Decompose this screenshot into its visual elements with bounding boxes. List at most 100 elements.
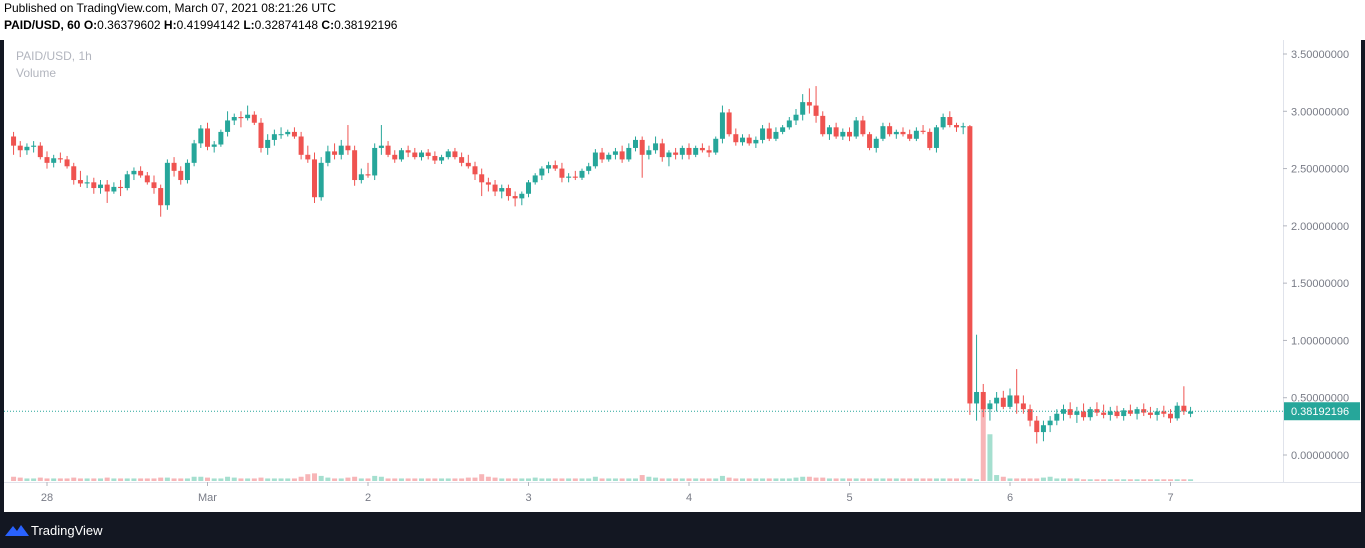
candle-body [1114,411,1120,417]
volume-bar [419,478,424,481]
volume-bar [392,478,398,481]
volume-bar [459,478,465,481]
candle-body [178,170,184,181]
volume-bar [813,477,819,481]
volume-bar [492,477,498,481]
volume-bar [358,478,364,481]
volume-bar [987,434,993,481]
price-chart[interactable]: 0.38192196 3.50000000 3.00000000 2.5000000… [4,40,1361,512]
candle-body [679,147,685,155]
close-value: 0.38192196 [334,18,398,32]
volume-bar [1000,476,1006,481]
volume-bar [873,478,879,481]
volume-bar [612,478,618,481]
candle-body [419,152,424,158]
candle-body [673,152,679,155]
candle-body [907,134,913,139]
volume-bar [940,478,946,481]
volume-bar [686,478,692,481]
volume-bar [184,478,190,481]
ohlc-readout: PAID/USD, 60 O:0.36379602 H:0.41994142 L… [4,18,397,32]
symbol-interval: PAID/USD, 60 [4,18,81,32]
volume-bar [1034,478,1040,481]
volume-bar [780,478,786,481]
low-value: 0.32874148 [254,18,319,32]
candle-body [713,138,719,153]
candle-body [559,168,565,178]
candle-body [699,147,705,151]
volume-bar [967,478,973,481]
candle-body [599,152,605,160]
candle-body [612,151,618,155]
candle-body [947,117,953,126]
volume-bar [365,478,371,481]
volume-bar [1027,478,1033,481]
volume-bar [512,478,518,481]
candle-body [171,162,177,171]
volume-bar [800,476,806,481]
candle-body [24,146,30,151]
volume-bar [806,476,812,481]
candle-body [432,155,438,161]
candle-body [258,122,264,148]
volume-bar [1161,479,1167,481]
volume-bar [746,478,752,481]
candle-body [933,127,939,148]
candle-body [251,114,257,123]
high-label: H: [163,18,177,32]
candle-body [1107,411,1113,415]
candle-body [291,131,297,137]
volume-bar [1101,479,1107,481]
candle-body [98,184,103,189]
volume-bar [907,478,913,481]
candle-body [954,125,959,128]
volume-bar [519,478,525,481]
volume-bar [64,478,70,481]
volume-bar [766,478,772,481]
volume-bar [218,478,224,481]
volume-bar [933,478,939,481]
volume-bar [465,477,471,481]
candle-body [820,115,826,135]
candle-body [412,152,418,158]
candle-body [773,131,779,139]
candle-body [1054,413,1060,421]
volume-bar [104,477,110,481]
volume-bar [251,478,257,481]
volume-bar [1020,478,1026,481]
x-tick-label: 2 [365,492,371,504]
candle-body [519,193,525,199]
volume-bar [44,478,50,481]
candle-body [398,150,404,160]
volume-bar [1094,479,1100,481]
volume-bar [719,475,725,481]
candle-body [17,145,23,151]
candle-body [11,136,17,146]
candle-body [659,143,665,158]
candle-body [693,147,699,155]
volume-bar [452,478,458,481]
volume-bar [238,478,244,481]
volume-bar [231,477,237,481]
volume-bar [679,478,685,481]
candle-body [1074,411,1080,415]
volume-bar [432,478,438,481]
open-label: O: [83,18,98,32]
candle-body [1040,425,1046,433]
candle-body [1174,405,1180,419]
candle-body [332,151,338,155]
candle-body [445,151,451,158]
candle-body [1047,420,1053,426]
chart-area[interactable]: 0.38192196 3.50000000 3.00000000 2.5000000… [4,40,1361,512]
volume-bar [245,478,251,481]
volume-bar [499,478,505,481]
candle-body [994,397,1000,404]
open-value: 0.36379602 [97,18,161,32]
candle-body [766,128,772,139]
volume-bar [666,478,672,481]
footer-brand[interactable]: TradingView [31,523,103,538]
volume-bar [786,478,792,481]
volume-bar [579,478,585,481]
volume-bar [920,478,926,481]
volume-bar [546,478,552,481]
